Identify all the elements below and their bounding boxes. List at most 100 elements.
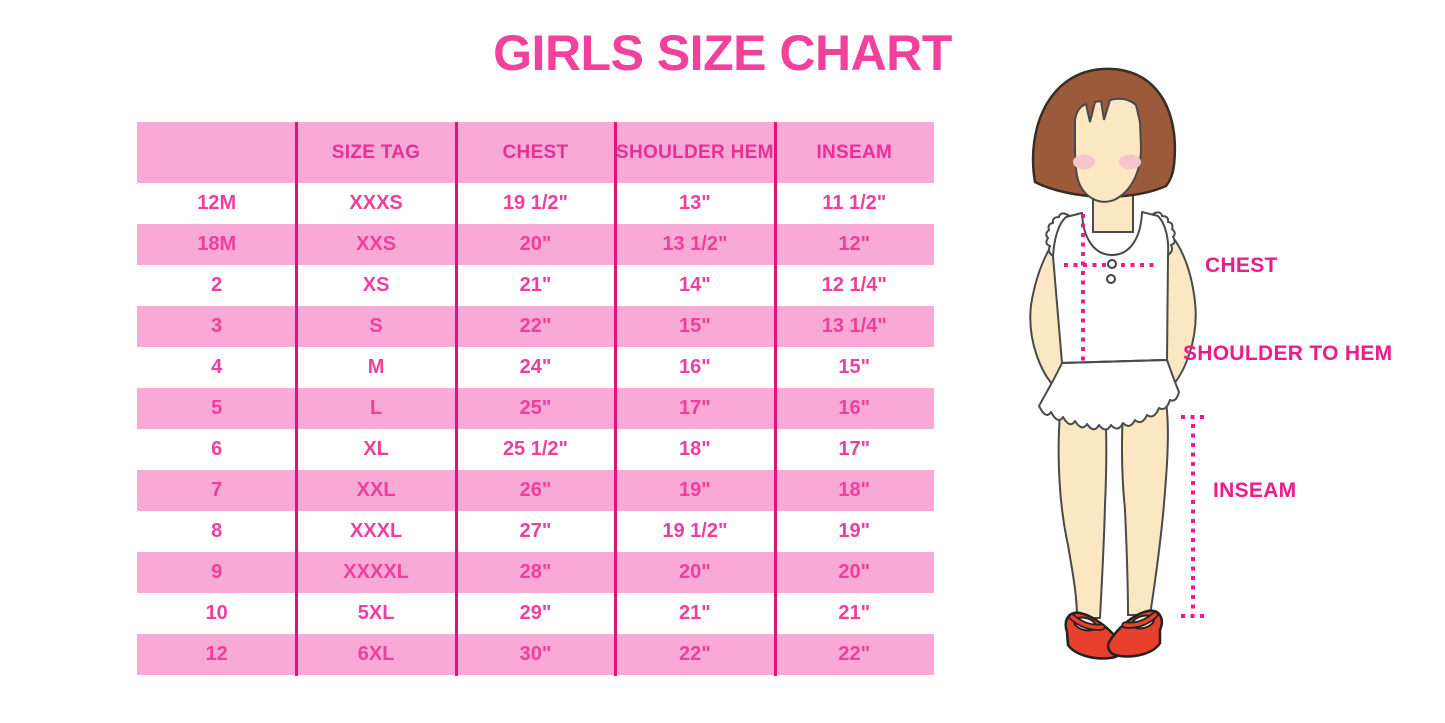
table-cell: L: [369, 397, 383, 419]
table-cell: 25": [519, 397, 552, 419]
top-bodice: [1052, 211, 1170, 364]
table-cell: 15": [838, 356, 871, 378]
table-cell: 28": [519, 561, 552, 583]
table-cell: 26": [519, 479, 552, 501]
table-cell: 13 1/4": [821, 315, 887, 337]
table-row: 8 XXXL 27" 19 1/2" 19": [137, 511, 934, 552]
table-cell: XL: [363, 438, 389, 460]
table-row: 4 M 24" 16" 15": [137, 347, 934, 388]
table-cell: 9: [211, 561, 223, 583]
table-cell: 22": [679, 643, 711, 665]
table-cell: M: [367, 356, 385, 378]
column-header: SHOULDER HEM: [616, 141, 774, 163]
table-cell: 21": [838, 602, 871, 624]
table-row: 10 5XL 29" 21" 21": [137, 593, 934, 634]
table-cell: 14": [679, 274, 711, 296]
column-divider: [295, 122, 298, 676]
column-divider: [455, 122, 458, 676]
column-divider: [614, 122, 617, 676]
table-row: 2 XS 21" 14" 12 1/4": [137, 265, 934, 306]
right-leg: [1120, 394, 1169, 616]
table-cell: XXL: [356, 479, 396, 501]
skirt: [1038, 359, 1180, 431]
table-cell: 2: [211, 274, 223, 296]
column-header: [137, 122, 296, 183]
table-cell: 22": [519, 315, 552, 337]
measurement-lines: [1064, 214, 1205, 618]
table-cell: 19": [838, 520, 871, 542]
girl-illustration: [1029, 67, 1197, 660]
table-cell: 17": [838, 438, 871, 460]
table-row: 18M XXS 20" 13 1/2" 12": [137, 224, 934, 265]
column-header: SIZE TAG: [331, 141, 421, 163]
table-cell: 11 1/2": [822, 192, 887, 214]
table-cell: XXXL: [349, 520, 403, 542]
table-row: 3 S 22" 15" 13 1/4": [137, 306, 934, 347]
top-button: [1107, 259, 1117, 269]
table-cell: 18": [838, 479, 871, 501]
table-cell: 16": [679, 356, 711, 378]
table-cell: 8: [211, 520, 223, 542]
shoulder-to-hem-label: SHOULDER TO HEM: [1183, 342, 1392, 365]
table-cell: 25 1/2": [502, 438, 569, 460]
table-cell: 5: [211, 397, 223, 419]
left-blush: [1073, 154, 1095, 170]
table-cell: 29": [519, 602, 552, 624]
waist-seam: [1061, 359, 1168, 364]
table-body: 12M XXXS 19 1/2" 13" 11 1/2" 18M XXS 20" 13 1/2"…: [137, 183, 934, 675]
table-row: 7 XXL 26" 19" 18": [137, 470, 934, 511]
chest-label: CHEST: [1205, 254, 1278, 277]
table-cell: 15": [679, 315, 711, 337]
table-cell: 19 1/2": [502, 192, 569, 214]
table-cell: 20": [679, 561, 711, 583]
table-cell: 19": [679, 479, 711, 501]
table-header: SIZE TAG CHEST SHOULDER HEM INSEAM: [137, 122, 934, 183]
size-table: SIZE TAG CHEST SHOULDER HEM INSEAM 12M XXXS 1…: [137, 122, 934, 676]
table-cell: 17": [679, 397, 711, 419]
column-header: INSEAM: [816, 141, 893, 163]
table-cell: S: [369, 315, 383, 337]
column-header: CHEST: [502, 141, 569, 163]
table-row: 9 XXXXL 28" 20" 20": [137, 552, 934, 593]
left-leg: [1057, 394, 1108, 619]
table-cell: 21": [679, 602, 711, 624]
table-cell: XS: [362, 274, 390, 296]
right-blush: [1119, 154, 1141, 170]
table-cell: 6XL: [357, 643, 395, 665]
table-cell: 4: [211, 356, 223, 378]
table-cell: 20": [838, 561, 871, 583]
table-cell: 30": [519, 643, 552, 665]
table-cell: 7: [211, 479, 223, 501]
table-row: 6 XL 25 1/2" 18" 17": [137, 429, 934, 470]
table-cell: 22": [838, 643, 871, 665]
table-cell: 24": [519, 356, 552, 378]
face: [1074, 97, 1143, 203]
table-cell: 12: [205, 643, 228, 665]
bottom-button: [1106, 274, 1116, 284]
column-divider: [774, 122, 777, 676]
table-cell: 27": [519, 520, 552, 542]
table-cell: 5XL: [357, 602, 395, 624]
table-cell: 21": [519, 274, 552, 296]
table-cell: 13": [679, 192, 711, 214]
girl-measurement-diagram: CHEST SHOULDER TO HEM INSEAM: [1029, 67, 1392, 660]
table-cell: 20": [519, 233, 552, 255]
table-cell: 18M: [197, 233, 237, 255]
table-cell: XXXXL: [343, 561, 409, 583]
table-cell: 12": [838, 233, 871, 255]
table-cell: 18": [679, 438, 711, 460]
inseam-label: INSEAM: [1213, 479, 1296, 502]
table-cell: 10: [205, 602, 228, 624]
table-cell: 12 1/4": [821, 274, 887, 296]
table-cell: 13 1/2": [662, 233, 728, 255]
table-cell: 16": [838, 397, 871, 419]
table-cell: 6: [211, 438, 223, 460]
page-title: GIRLS SIZE CHART: [493, 25, 952, 81]
table-row: 5 L 25" 17" 16": [137, 388, 934, 429]
table-cell: 12M: [197, 192, 237, 214]
table-cell: XXS: [356, 233, 397, 255]
table-cell: XXXS: [349, 192, 403, 214]
table-cell: 3: [211, 315, 223, 337]
table-cell: 19 1/2": [662, 520, 728, 542]
table-row: 12 6XL 30" 22" 22": [137, 634, 934, 675]
